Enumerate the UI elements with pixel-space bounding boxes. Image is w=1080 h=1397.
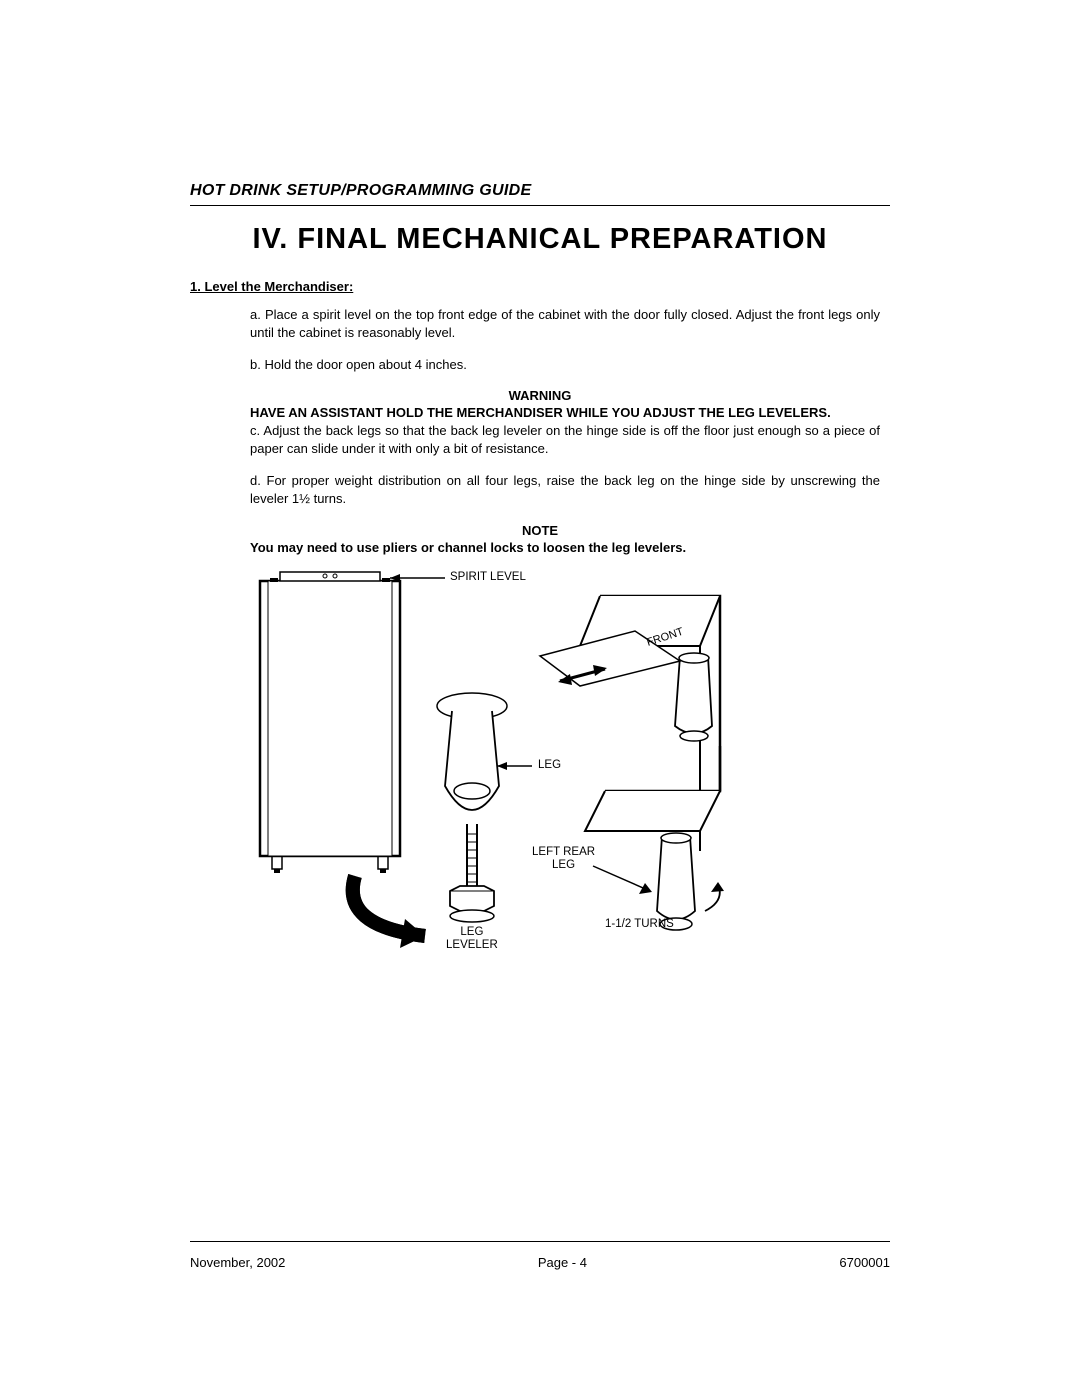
sub-heading-1: 1. Level the Merchandiser:	[190, 279, 890, 294]
footer-doc-number: 6700001	[839, 1255, 890, 1270]
paragraph-d: d. For proper weight distribution on all…	[250, 472, 880, 508]
note-text: You may need to use pliers or channel lo…	[250, 539, 880, 557]
document-page: HOT DRINK SETUP/PROGRAMMING GUIDE IV. FI…	[190, 0, 890, 956]
label-spirit-level: SPIRIT LEVEL	[450, 571, 526, 584]
footer-date: November, 2002	[190, 1255, 285, 1270]
header-title: HOT DRINK SETUP/PROGRAMMING GUIDE	[190, 182, 890, 200]
note-label: NOTE	[190, 523, 890, 538]
paragraph-c: c. Adjust the back legs so that the back…	[250, 422, 880, 458]
bottom-rule	[190, 1241, 890, 1242]
footer-page: Page - 4	[538, 1255, 587, 1270]
paragraph-b: b. Hold the door open about 4 inches.	[250, 356, 880, 374]
section-title: IV. FINAL MECHANICAL PREPARATION	[190, 222, 890, 257]
label-left-rear-leg: LEFT REAR LEG	[532, 846, 595, 871]
label-turns: 1-1/2 TURNS	[605, 918, 674, 931]
top-rule	[190, 205, 890, 206]
label-leg-leveler: LEG LEVELER	[446, 926, 498, 951]
diagram: FRONT SPIRIT LEVEL LEG LEG LEVELER LEFT …	[250, 566, 810, 956]
paragraph-a: a. Place a spirit level on the top front…	[250, 306, 880, 342]
label-leg: LEG	[538, 759, 561, 772]
warning-label: WARNING	[190, 388, 890, 403]
footer: November, 2002 Page - 4 6700001	[190, 1241, 890, 1270]
diagram-svg: FRONT	[250, 566, 810, 956]
warning-text: HAVE AN ASSISTANT HOLD THE MERCHANDISER …	[250, 404, 880, 422]
